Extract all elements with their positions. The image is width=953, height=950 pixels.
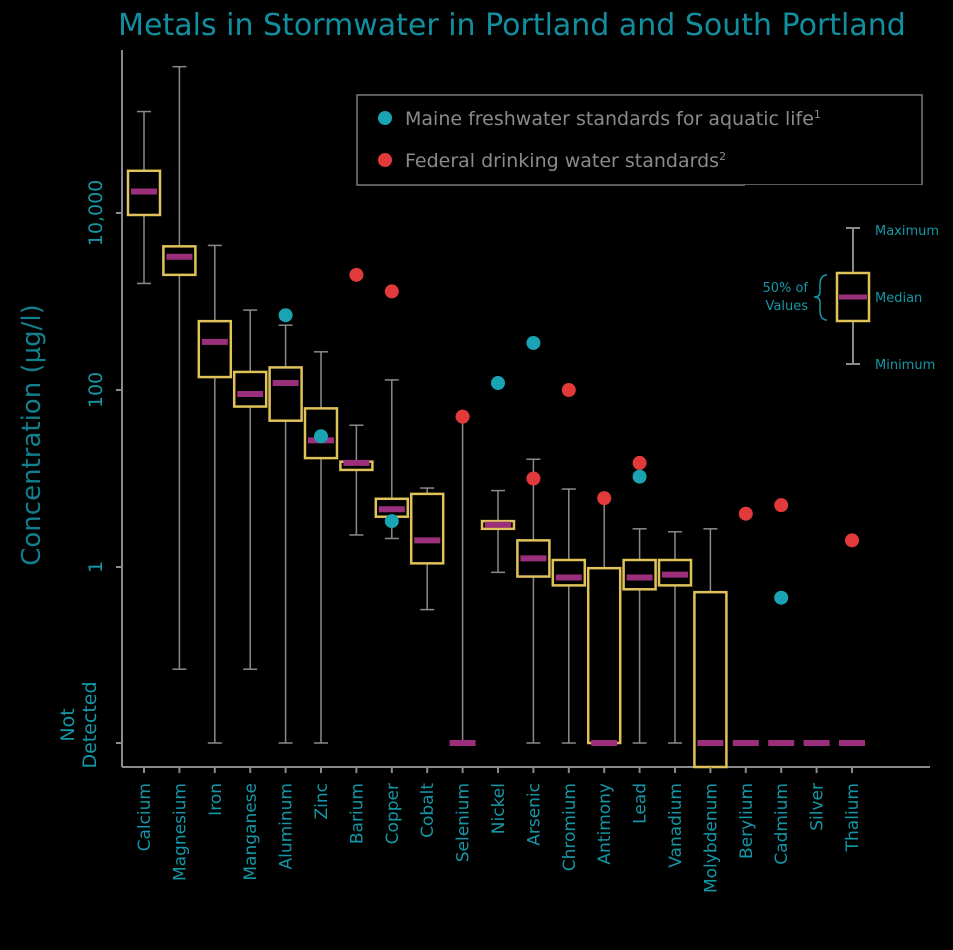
x-tick-label: Manganese [241, 783, 261, 881]
x-tick-label: Molybdenum [701, 783, 721, 893]
aquatic-legend-text: Maine freshwater standards for aquatic l… [405, 108, 814, 130]
x-tick-label: Thalium [843, 783, 863, 852]
aquatic-standard-point [278, 308, 293, 323]
category-labels: Calcium Magnesium Iron Manganese Aluminum Zin… [135, 767, 863, 893]
x-tick-label: Vanadium [666, 783, 686, 868]
drinking-legend-sup: 2 [719, 150, 726, 163]
chart-title: Metals in Stormwater in Portland and Sou… [118, 8, 906, 43]
iqr-box [268, 366, 303, 422]
drinking-standard-point [738, 506, 753, 521]
y-tick-label: 10,000 [85, 180, 107, 246]
aquatic-standard-point [384, 514, 399, 529]
iqr-box [232, 370, 268, 408]
x-tick-label: Arsenic [524, 783, 544, 846]
y-tick-label: 100 [85, 372, 107, 408]
key-median-label: Median [875, 291, 922, 306]
drinking-legend-marker [378, 153, 392, 167]
drinking-standard-point [561, 383, 576, 397]
key-brace [813, 274, 828, 321]
x-tick-label: Antimony [595, 783, 615, 865]
y-tick-label: 1 [85, 561, 107, 573]
medians [131, 188, 865, 746]
x-tick-label: Zinc [312, 783, 332, 820]
aquatic-standard-point [491, 375, 505, 390]
x-tick-label: Lead [631, 783, 651, 824]
box-plot-key: Maximum Median Minimum 50% of Values [745, 185, 953, 395]
drinking-standard-point [526, 471, 541, 486]
key-iqr-label-line2: Values [766, 299, 809, 314]
not-detected-label: Detected [79, 681, 101, 768]
aquatic-standard-point [632, 469, 647, 484]
axes: 1 100 10,000 Not Detected [57, 50, 930, 769]
iqr-box [162, 245, 197, 277]
key-iqr-label-line1: 50% of [762, 281, 808, 296]
key-maximum-label: Maximum [875, 224, 939, 239]
iqr-box [586, 566, 622, 745]
iqr-box [551, 558, 587, 587]
x-tick-label: Aluminum [277, 783, 297, 870]
x-tick-label: Berylium [737, 783, 757, 859]
legend: Maine freshwater standards for aquatic l… [356, 94, 923, 186]
y-axis-label: Concentration (µg/l) [17, 304, 47, 566]
x-tick-label: Magnesium [170, 783, 190, 881]
aquatic-standard-point [314, 429, 328, 444]
legend-frame [356, 94, 923, 186]
drinking-standard-point [774, 498, 789, 513]
drinking-legend-text: Federal drinking water standards [405, 150, 719, 172]
drinking-standard-point [597, 491, 612, 506]
x-tick-label: Copper [383, 783, 403, 844]
drinking-standard-point [455, 409, 470, 424]
aquatic-standard-point [526, 335, 541, 350]
x-tick-label: Nickel [489, 783, 509, 834]
x-tick-label: Selenium [454, 783, 474, 862]
x-tick-label: Iron [206, 783, 226, 816]
aquatic-legend-sup: 1 [814, 108, 821, 121]
drinking-standard-point [845, 533, 859, 548]
iqr-box [409, 492, 445, 565]
key-minimum-label: Minimum [875, 358, 935, 373]
standard-points [278, 267, 859, 605]
drinking-legend-label: Federal drinking water standards2 [405, 150, 726, 172]
aquatic-legend-marker [378, 111, 392, 125]
aquatic-legend-label: Maine freshwater standards for aquatic l… [405, 108, 821, 130]
iqr-box [303, 407, 339, 460]
boxes [126, 169, 728, 769]
drinking-standard-point [349, 267, 364, 282]
drinking-standard-point [384, 284, 399, 299]
iqr-box [197, 319, 233, 379]
x-tick-label: Cobalt [418, 783, 438, 838]
x-tick-label: Silver [808, 783, 828, 831]
x-tick-label: Cadmium [772, 783, 792, 865]
x-tick-label: Chromium [560, 783, 580, 871]
x-tick-label: Calcium [135, 783, 155, 851]
drinking-standard-point [632, 455, 647, 470]
aquatic-standard-point [774, 590, 789, 605]
x-tick-label: Barium [347, 783, 367, 844]
iqr-box [693, 590, 728, 769]
not-detected-label: Not [57, 708, 79, 741]
